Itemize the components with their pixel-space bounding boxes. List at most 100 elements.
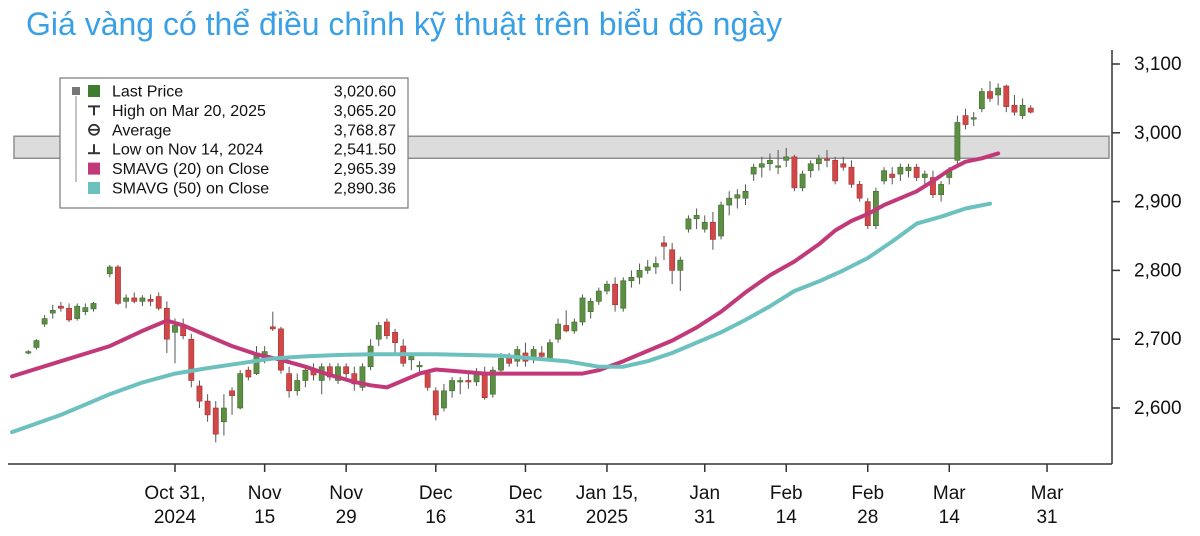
candle [432, 387, 439, 421]
candle-body [930, 177, 936, 196]
legend-label: Last Price [112, 84, 183, 101]
candle [954, 115, 961, 164]
candle [237, 370, 244, 410]
candle [335, 363, 341, 384]
candle-body [954, 122, 961, 161]
candle-body [775, 165, 781, 168]
candle-body [718, 204, 724, 237]
legend-label: SMAVG (20) on Close [112, 161, 269, 178]
candle-body [832, 160, 839, 182]
y-tick-label: 3,000 [1134, 123, 1182, 144]
candle-body [375, 325, 382, 340]
candle-body [767, 160, 773, 165]
candle-body [147, 298, 154, 302]
candle [359, 363, 366, 391]
candle-body [172, 325, 178, 333]
candle [824, 150, 830, 168]
candle-body [970, 117, 977, 120]
candle [905, 163, 912, 178]
candle-body [913, 166, 920, 178]
x-tick-label: 2024 [154, 507, 197, 528]
candle-body [595, 290, 602, 302]
candle [41, 315, 48, 327]
candle [970, 112, 977, 126]
legend-swatch [88, 85, 100, 97]
chart-title: Giá vàng có thể điều chỉnh kỹ thuật trên… [26, 6, 783, 42]
sma-20-line [10, 151, 1001, 390]
candle [25, 350, 32, 355]
candle-body [661, 242, 667, 247]
candle-body [41, 318, 48, 325]
candle [522, 342, 529, 367]
candle-body [408, 356, 415, 361]
candle-body [848, 166, 855, 185]
x-tick-label: Nov [248, 483, 282, 504]
candle [196, 380, 203, 408]
candle [709, 211, 716, 250]
x-tick-label: Dec [509, 483, 543, 504]
candle [115, 264, 121, 305]
candle [155, 292, 162, 311]
candle-body [74, 305, 81, 319]
x-tick-label: Feb [851, 483, 884, 504]
candle [294, 373, 301, 396]
candle-body [791, 156, 798, 189]
x-tick-label: Dec [419, 483, 453, 504]
legend-value: 3,768.87 [334, 122, 396, 139]
candle-body [587, 301, 594, 312]
candle-body [90, 303, 97, 310]
legend-entry: Average 3,768.87 [88, 122, 396, 139]
candle-body [25, 351, 32, 354]
candle-body [237, 373, 244, 409]
sma-50-line [10, 201, 992, 435]
candle-body [82, 307, 89, 312]
candle-body [897, 166, 904, 175]
candle-body [204, 400, 211, 416]
legend-value: 2,965.39 [334, 161, 396, 178]
legend-entry: Last Price 3,020.60 [88, 84, 396, 101]
candle [392, 328, 398, 353]
candle [604, 280, 610, 295]
candle-body [962, 115, 969, 125]
candle-body [115, 266, 121, 304]
candle [758, 156, 765, 178]
candle [693, 208, 700, 230]
candle [856, 180, 863, 202]
candle-body [465, 380, 472, 383]
candle [188, 333, 195, 388]
candle [644, 260, 651, 274]
x-tick-label: 14 [776, 507, 798, 528]
candle [318, 363, 325, 395]
candle-body [163, 307, 170, 340]
legend-entry: High on Mar 20, 2025 3,065.20 [88, 103, 396, 120]
candle-body [783, 156, 790, 161]
candle [669, 242, 676, 285]
candle [661, 236, 667, 261]
candle-body [856, 184, 863, 199]
x-tick-label: 14 [939, 507, 961, 528]
candle [930, 170, 936, 199]
legend-entry: SMAVG (20) on Close 2,965.39 [88, 161, 396, 178]
candle-body [938, 184, 944, 196]
candle [147, 294, 154, 307]
candle [726, 191, 733, 216]
candle [978, 88, 985, 113]
candle [106, 264, 113, 278]
candle-body [457, 380, 464, 383]
candle-body [416, 365, 423, 368]
candle [229, 387, 235, 415]
candle [595, 287, 602, 305]
candle [628, 270, 635, 288]
candle-body [57, 305, 64, 309]
axes-layer: 2,600 2,700 2,800 2,900 3,000 3,100 Oct 31, 202… [8, 50, 1182, 528]
candle-body [449, 380, 455, 392]
candle [212, 401, 219, 443]
candle-body [489, 369, 496, 395]
candle-body [139, 297, 146, 302]
candle [734, 189, 741, 209]
candle [457, 377, 464, 395]
candle-body [555, 323, 561, 340]
candle [1019, 98, 1026, 120]
candle [351, 366, 358, 391]
legend-entry: Low on Nov 14, 2024 2,541.50 [88, 142, 396, 159]
